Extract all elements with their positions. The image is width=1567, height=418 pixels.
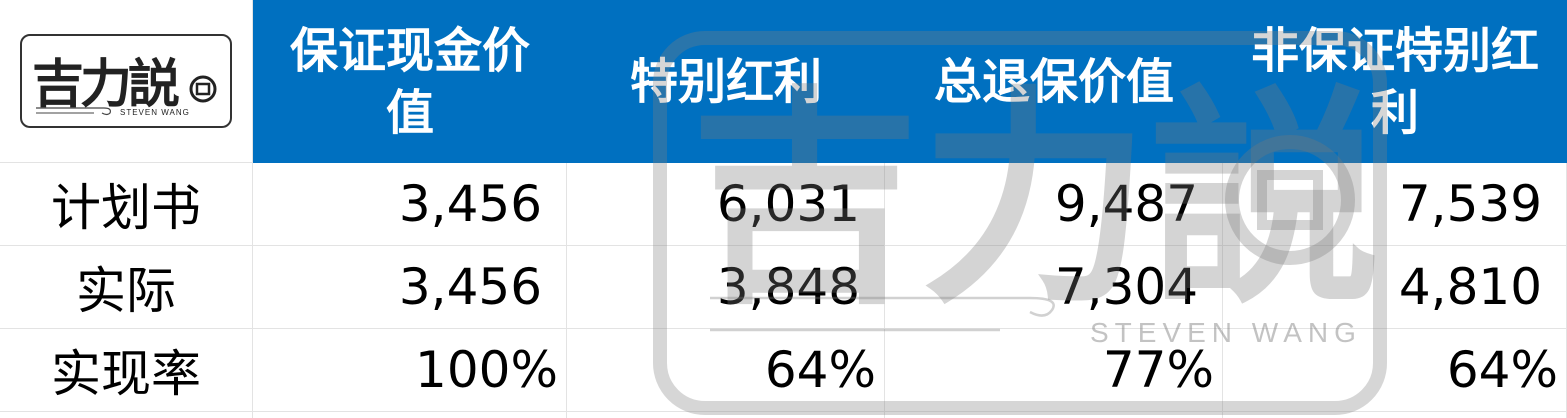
row-label-plan: 计划书 [0,163,253,246]
blank-cell [253,412,567,418]
table-cell: 77% [885,329,1223,412]
logo-subtext: STEVEN WANG [120,108,190,117]
logo-emblem-icon [189,75,217,103]
table-cell: 3,456 [253,246,567,329]
row-label-realization-rate: 实现率 [0,329,253,412]
logo-cell: 吉力説 STEVEN WANG [0,0,253,163]
blank-cell [0,412,253,418]
logo-text: 吉力説 [32,54,180,115]
table-cell: 3,456 [253,163,567,246]
table-cell: 9,487 [885,163,1223,246]
table-cell: 4,810 [1223,246,1567,329]
table-cell: 100% [253,329,567,412]
table-cell: 64% [567,329,885,412]
table-cell: 6,031 [567,163,885,246]
table-cell: 3,848 [567,246,885,329]
table-cell: 7,539 [1223,163,1567,246]
blank-cell [885,412,1223,418]
blank-cell [1223,412,1567,418]
logo: 吉力説 STEVEN WANG [20,34,232,128]
header-non-guaranteed-special-bonus: 非保证特别红利 [1223,0,1567,163]
header-special-bonus: 特别红利 [567,0,885,163]
header-total-surrender-value: 总退保价值 [885,0,1223,163]
row-label-actual: 实际 [0,246,253,329]
blank-cell [567,412,885,418]
logo-swoosh-icon [36,107,111,116]
header-guaranteed-cash-value: 保证现金价值 [253,0,567,163]
table-cell: 64% [1223,329,1567,412]
table-cell: 7,304 [885,246,1223,329]
